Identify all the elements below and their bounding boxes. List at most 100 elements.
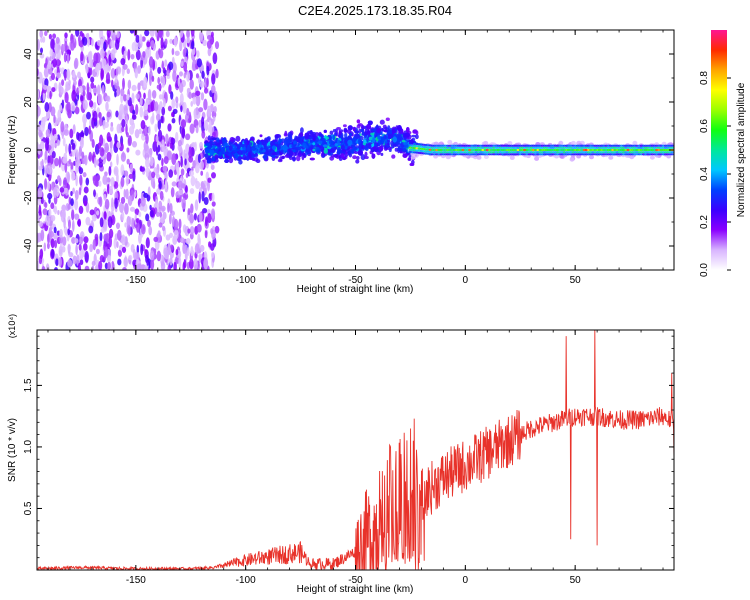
- spectrogram-cell: [73, 59, 78, 70]
- spectrogram-cell: [644, 148, 648, 152]
- spectrogram-cell: [622, 144, 626, 147]
- spectrogram-cell: [139, 106, 144, 118]
- spectrogram-cell: [60, 121, 65, 133]
- spectrogram-cell: [64, 91, 69, 104]
- spectrogram-cell: [336, 126, 341, 130]
- spectrogram-cell: [211, 251, 215, 259]
- spectrogram-cell: [461, 153, 465, 156]
- spectrogram-cell: [446, 148, 450, 152]
- spectrogram-cell: [160, 115, 164, 124]
- spectrogram-cell: [352, 155, 357, 160]
- spectrogram-cell: [565, 146, 569, 149]
- spectrogram-cell: [383, 129, 388, 133]
- spectrogram-cell: [63, 129, 69, 136]
- spectrogram-cell: [82, 172, 87, 178]
- spectrogram-cell: [558, 153, 562, 156]
- spectrogram-cell: [567, 146, 571, 149]
- spectrogram-cell: [554, 148, 558, 152]
- spectrogram-cell: [439, 146, 443, 149]
- spectrogram-cell: [633, 153, 637, 156]
- spectrogram-cell: [496, 153, 500, 156]
- spectrogram-cell: [79, 131, 85, 138]
- spectrogram-cell: [207, 177, 212, 183]
- spectrogram-cell: [271, 145, 277, 151]
- spectrogram-cell: [214, 225, 220, 234]
- spectrogram-cell: [615, 151, 619, 154]
- spectrogram-cell: [121, 118, 126, 128]
- spectrogram-cell: [228, 144, 233, 151]
- spectrogram-cell: [292, 156, 296, 162]
- spectrogram-cell: [198, 253, 203, 259]
- spectrogram-cell: [128, 254, 133, 261]
- spectrogram-cell: [360, 128, 365, 133]
- spectrogram-cell: [518, 153, 523, 156]
- spectrogram-cell: [543, 148, 547, 152]
- spectrogram-cell: [591, 153, 595, 156]
- spectrogram-cell: [63, 52, 67, 63]
- spectrogram-cell: [209, 149, 215, 156]
- spectrogram-cell: [609, 148, 613, 152]
- spectrogram-cell: [204, 230, 208, 239]
- spectrogram-cell: [543, 151, 547, 154]
- spectrogram-cell: [635, 148, 639, 152]
- spectrogram-cell: [277, 144, 281, 150]
- spectrogram-cell: [126, 147, 130, 153]
- spectrogram-cell: [573, 151, 578, 154]
- spectrogram-cell: [648, 144, 652, 147]
- spectrogram-cell: [503, 146, 507, 149]
- spectrogram-cell: [437, 146, 441, 149]
- spectrogram-cell: [167, 105, 172, 112]
- spectrogram-cell: [93, 101, 97, 110]
- spectrogram-cell: [518, 146, 523, 149]
- spectrogram-marks: [37, 30, 674, 270]
- spectrogram-cell: [149, 209, 154, 218]
- spectrogram-cell: [620, 151, 624, 154]
- spectrogram-cell: [200, 92, 205, 101]
- spectrogram-cell: [71, 142, 76, 150]
- spectrogram-cell: [123, 188, 127, 198]
- spectrogram-cell: [554, 144, 558, 147]
- spectrogram-cell: [193, 108, 197, 121]
- spectrogram-cell: [510, 148, 514, 152]
- spectrogram-cell: [79, 259, 84, 266]
- spectrogram-cell: [481, 151, 485, 154]
- spectrogram-cell: [72, 124, 76, 134]
- spectrogram-cell: [200, 170, 204, 176]
- spectrogram-cell: [64, 32, 68, 39]
- spectrogram-cell: [642, 151, 646, 154]
- spectrogram-cell: [639, 148, 644, 152]
- spectrogram-cell: [591, 148, 595, 152]
- spectrogram-cell: [164, 59, 168, 67]
- spectrogram-cell: [105, 101, 109, 112]
- spectrogram-cell: [181, 127, 186, 139]
- spectrogram-cell: [51, 181, 55, 191]
- spectrogram-cell: [37, 105, 41, 117]
- spectrogram-cell: [115, 68, 119, 77]
- spectrogram-cell: [439, 153, 443, 156]
- spectrogram-cell: [516, 153, 520, 156]
- spectrogram-cell: [450, 148, 454, 152]
- spectrogram-cell: [318, 133, 323, 137]
- spectrogram-cell: [198, 107, 204, 113]
- spectrogram-cell: [591, 144, 595, 147]
- spectrogram-cell: [600, 148, 604, 152]
- spectrogram-cell: [485, 151, 489, 154]
- spectrogram-cell: [295, 148, 299, 153]
- spectrogram-cell: [84, 250, 89, 263]
- spectrogram-cell: [459, 153, 463, 156]
- spectrogram-cell: [79, 236, 83, 245]
- spectrogram-cell: [189, 188, 195, 195]
- spectrogram-cell: [626, 151, 630, 154]
- spectrogram-cell: [180, 168, 185, 176]
- spectrogram-cell: [49, 90, 52, 100]
- spectrogram-cell: [644, 146, 648, 149]
- spectrogram-cell: [74, 198, 79, 211]
- spectrogram-cell: [532, 146, 536, 149]
- spectrogram-cell: [183, 61, 188, 73]
- spectrogram-cell: [79, 137, 84, 149]
- spectrogram-cell: [178, 218, 182, 230]
- spectrogram-cell: [595, 151, 600, 154]
- spectrogram-cell: [468, 148, 472, 152]
- spectrogram-cell: [157, 118, 162, 131]
- spectrogram-cell: [210, 164, 215, 170]
